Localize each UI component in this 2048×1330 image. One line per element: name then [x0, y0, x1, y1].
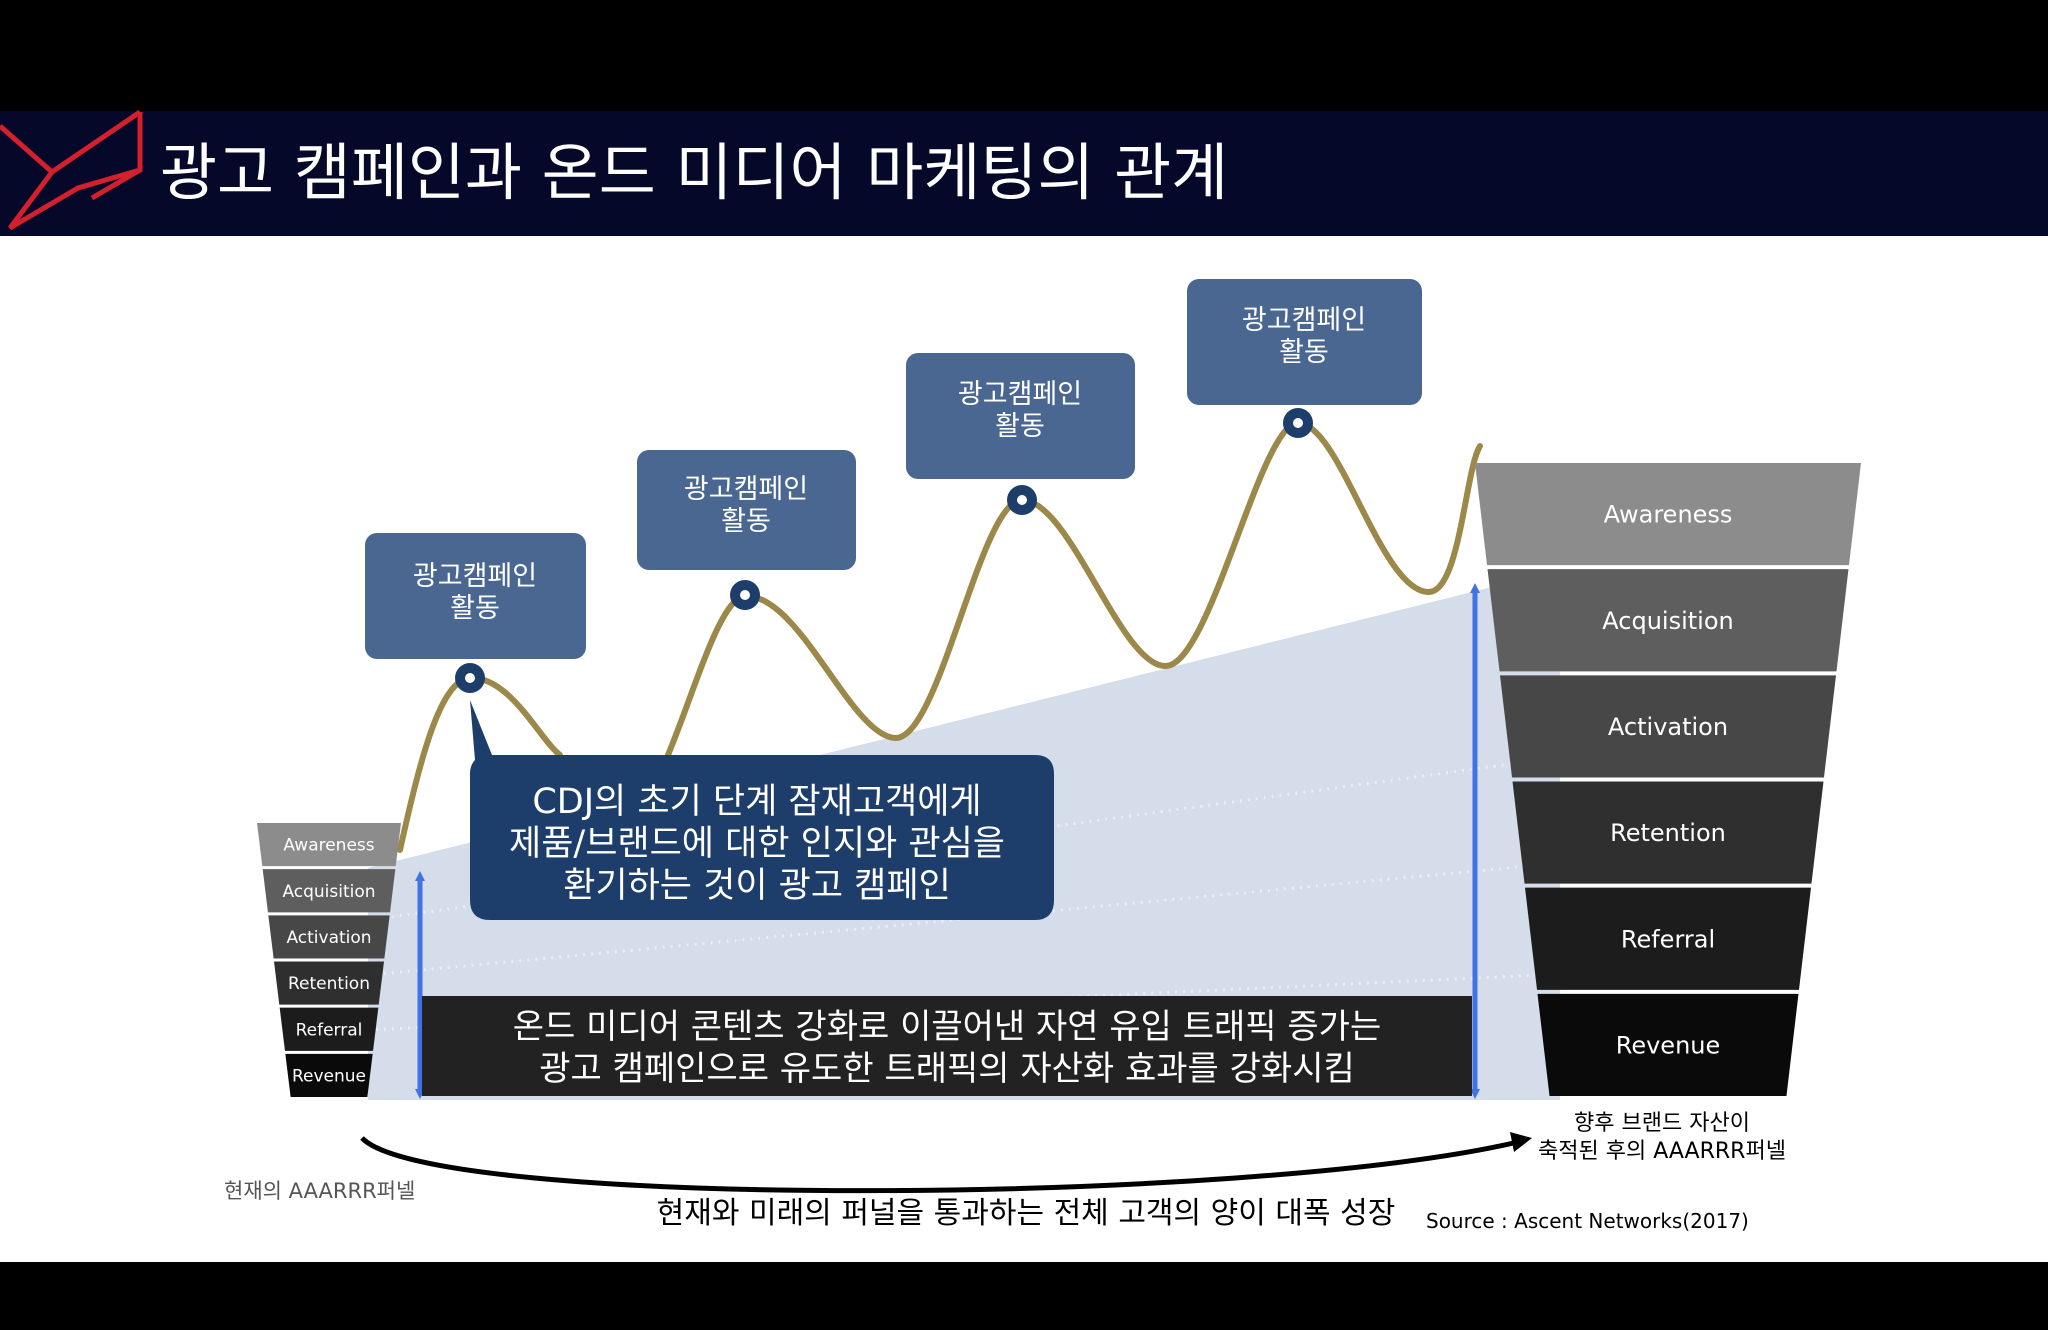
- peak-marker-4: [1283, 408, 1313, 438]
- campaign-box-4: 광고캠페인 활동: [1187, 279, 1422, 405]
- campaign-box-1: 광고캠페인 활동: [365, 533, 586, 659]
- small-funnel-caption: 현재의 AAARRR퍼넬: [224, 1179, 415, 1203]
- large-funnel-stage-awareness: [1475, 463, 1861, 566]
- callout: CDJ의 초기 단계 잠재고객에게 제품/브랜드에 대한 인지와 관심을 환기하…: [470, 700, 1054, 920]
- small-funnel-label-awareness: Awareness: [283, 836, 374, 856]
- owned-media-line-1: 온드 미디어 콘텐츠 강화로 이끌어낸 자연 유입 트래픽 증가는: [513, 1007, 1381, 1047]
- large-funnel-label-activation: Activation: [1608, 713, 1728, 741]
- small-funnel-label-revenue: Revenue: [292, 1067, 366, 1087]
- large-funnel-stage-acquisition: [1487, 569, 1849, 672]
- callout-shape: [470, 700, 1054, 920]
- peak-marker-3: [1007, 485, 1037, 515]
- callout-line-3: 환기하는 것이 광고 캠페인: [563, 866, 951, 906]
- small-funnel-label-referral: Referral: [296, 1020, 363, 1040]
- large-funnel-label-revenue: Revenue: [1616, 1032, 1721, 1060]
- large-funnel-stage-revenue: [1537, 993, 1799, 1096]
- peak-marker-2: [730, 580, 760, 610]
- campaign-box-3-line-1: 광고캠페인: [958, 379, 1082, 410]
- peak-markers: [455, 408, 1313, 693]
- campaign-box-2: 광고캠페인 활동: [637, 450, 856, 570]
- small-funnel-stage-revenue: [285, 1053, 373, 1097]
- large-funnel-caption-line-2: 축적된 후의 AAARRR퍼넬: [1538, 1139, 1786, 1164]
- growth-curve-arrow: [360, 1136, 1519, 1194]
- campaign-box-2-line-1: 광고캠페인: [684, 474, 808, 505]
- campaign-box-4-line-2: 활동: [1279, 337, 1329, 368]
- small-funnel-stage-referral: [279, 1007, 379, 1051]
- peak-marker-1: [455, 663, 485, 693]
- growth-curve-arrowhead: [1510, 1132, 1532, 1152]
- large-funnel-stage-referral: [1525, 887, 1811, 990]
- callout-line-2: 제품/브랜드에 대한 인지와 관심을: [509, 824, 1005, 864]
- campaign-box-1-line-2: 활동: [450, 593, 500, 624]
- small-funnel-stage-awareness: [257, 823, 401, 867]
- bottom-caption: 현재와 미래의 퍼널을 통과하는 전체 고객의 양이 대폭 성장: [657, 1196, 1396, 1231]
- campaign-box-2-line-2: 활동: [721, 506, 771, 537]
- guide-lines: [367, 758, 1541, 1032]
- owned-media-line-2: 광고 캠페인으로 유도한 트래픽의 자산화 효과를 강화시킴: [539, 1049, 1355, 1089]
- owned-media-box: [422, 996, 1472, 1096]
- campaign-box-3-line-2: 활동: [995, 411, 1045, 442]
- small-funnel-stage-acquisition: [262, 869, 396, 913]
- large-funnel-label-acquisition: Acquisition: [1602, 607, 1733, 635]
- large-funnel-label-referral: Referral: [1621, 925, 1715, 953]
- small-funnel-label-acquisition: Acquisition: [282, 882, 375, 902]
- small-funnel-label-activation: Activation: [286, 928, 371, 948]
- small-funnel-stage-activation: [268, 915, 390, 959]
- header-bar: [0, 111, 2048, 236]
- small-funnel-stage-retention: [274, 961, 384, 1005]
- campaign-box-4-line-1: 광고캠페인: [1242, 305, 1366, 336]
- page-title: 광고 캠페인과 온드 미디어 마케팅의 관계: [160, 136, 1228, 209]
- campaign-box-1-line-1: 광고캠페인: [413, 561, 537, 592]
- large-funnel: Awareness Acquisition Activation Retention R…: [1475, 463, 1861, 1096]
- small-funnel: Awareness Acquisition Activation Retention R…: [257, 823, 401, 1097]
- campaign-box-3: 광고캠페인 활동: [906, 353, 1135, 479]
- large-funnel-stage-activation: [1500, 675, 1836, 778]
- large-funnel-label-awareness: Awareness: [1604, 501, 1733, 529]
- large-funnel-caption-line-1: 향후 브랜드 자산이: [1574, 1111, 1750, 1136]
- logo-mark: [0, 109, 143, 231]
- small-funnel-label-retention: Retention: [288, 974, 370, 994]
- callout-line-1: CDJ의 초기 단계 잠재고객에게: [532, 782, 981, 822]
- source-note: Source : Ascent Networks(2017): [1426, 1209, 1749, 1233]
- large-funnel-stage-retention: [1512, 781, 1824, 884]
- large-funnel-label-retention: Retention: [1610, 819, 1726, 847]
